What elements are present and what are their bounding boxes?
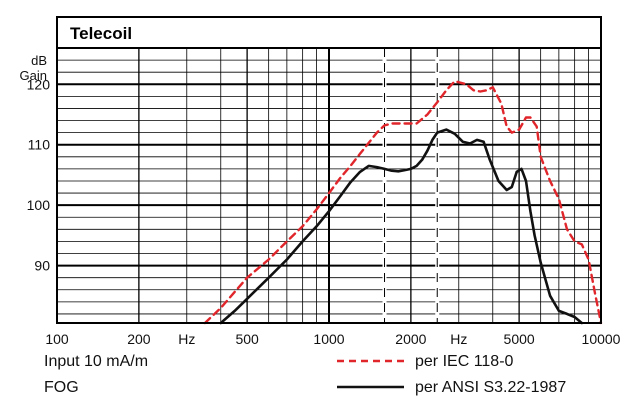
- x-unit-label: Hz: [178, 331, 195, 347]
- y-tick-label: 110: [28, 137, 51, 153]
- x-tick-label: 100: [45, 331, 69, 347]
- mode-annotation: FOG: [44, 379, 79, 396]
- y-axis-labels: dB Gain 90 100 110 120: [20, 53, 51, 274]
- iec-series-line: [203, 79, 603, 325]
- y-tick-label: 90: [34, 258, 50, 274]
- dashed-reference-lines: [382, 48, 440, 323]
- x-unit-label: Hz: [450, 331, 467, 347]
- legend-label-ansi: per ANSI S3.22-1987: [415, 379, 566, 396]
- y-tick-label: 100: [27, 197, 51, 213]
- x-axis-labels: 100 200 500 1000 2000 5000 10000 Hz Hz: [45, 331, 620, 347]
- x-tick-label: 10000: [582, 331, 621, 347]
- y-axis-unit-label: dB: [31, 53, 47, 68]
- y-tick-label: 120: [27, 76, 51, 92]
- title-bar: Telecoil: [56, 16, 602, 49]
- chart-title: Telecoil: [70, 24, 132, 43]
- x-tick-label: 5000: [504, 331, 535, 347]
- series-lines: [203, 79, 603, 325]
- ansi-series-line: [219, 128, 584, 325]
- plot-frame: [56, 47, 602, 324]
- x-tick-label: 1000: [313, 331, 344, 347]
- legend: Input 10 mA/m FOG per IEC 118-0 per ANSI …: [44, 353, 566, 396]
- title-bar-background: [56, 16, 602, 49]
- y-axis-label: Gain: [20, 68, 47, 83]
- input-annotation: Input 10 mA/m: [44, 353, 148, 370]
- legend-label-iec: per IEC 118-0: [415, 353, 514, 370]
- x-tick-label: 200: [127, 331, 151, 347]
- major-grid: [57, 48, 601, 323]
- x-tick-label: 500: [235, 331, 259, 347]
- x-tick-label: 2000: [395, 331, 426, 347]
